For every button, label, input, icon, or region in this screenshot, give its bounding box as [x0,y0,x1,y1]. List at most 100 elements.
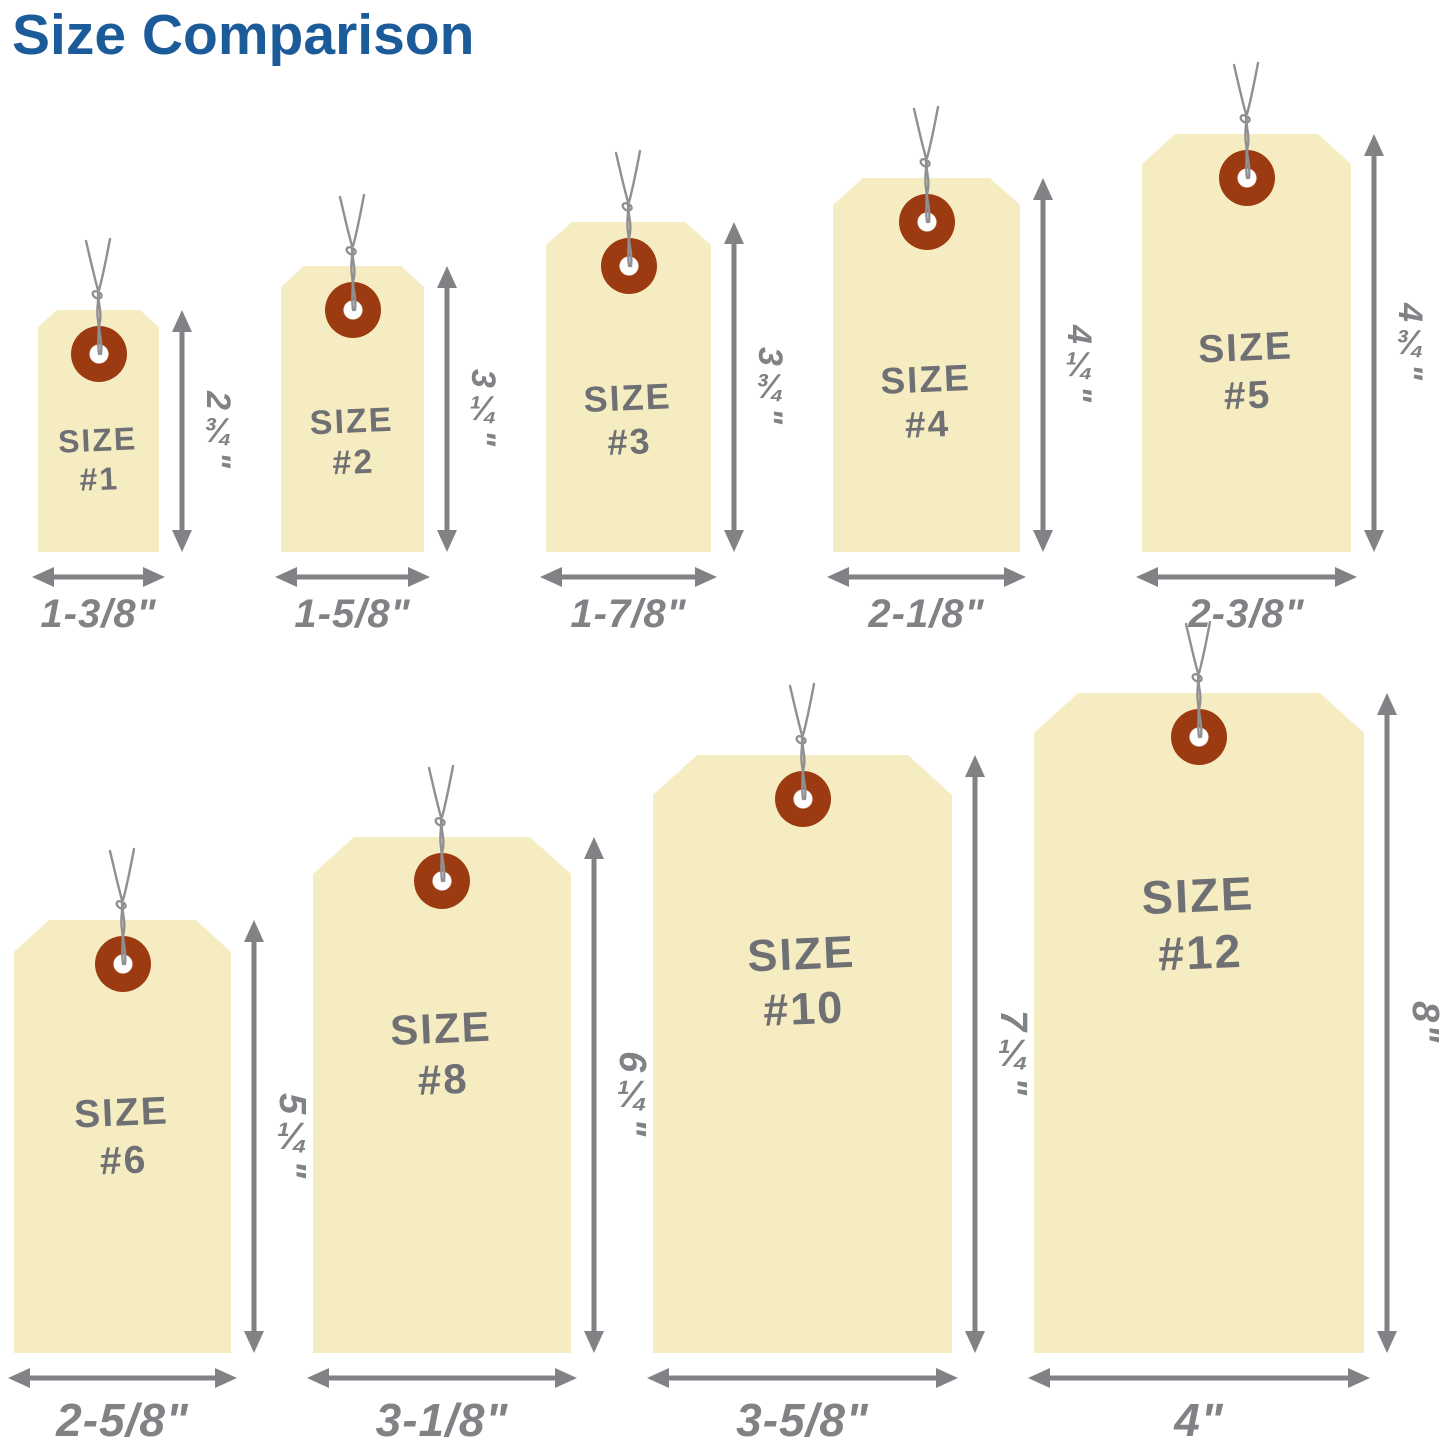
height-dimension: 5¼" [243,920,313,1353]
tag-paper-shape [14,920,231,1353]
tag-size-label: SIZE #10 [651,921,955,1044]
tag-paper-shape [1034,693,1364,1353]
tag-and-height-dimension: SIZE #4 4¼" [831,105,1098,552]
tag-unit-4: SIZE #4 4¼" 2-1/8" [831,105,1098,637]
height-arrow-icon [243,920,265,1353]
height-arrow-icon [583,837,605,1353]
height-dimension: 6¼" [583,837,653,1353]
shipping-tag: SIZE #4 [831,105,1022,552]
wire-tie-icon [427,764,455,883]
width-arrow-icon [827,566,1026,588]
shipping-tag: SIZE #3 [544,149,713,552]
height-arrow-icon [1363,134,1385,552]
width-arrow-icon [1028,1367,1370,1389]
tag-size-label: SIZE #6 [12,1084,233,1189]
width-label: 1-5/8" [294,592,411,636]
shipping-tag: SIZE #6 [12,847,233,1353]
width-arrow-icon [1136,566,1357,588]
height-label: 2¾" [199,391,237,471]
height-dimension: 4¾" [1363,134,1429,552]
shipping-tag: SIZE #1 [38,237,159,552]
height-arrow-icon [1376,693,1398,1353]
tag-size-number: #5 [1222,373,1273,419]
height-label: 4¼" [1060,325,1098,405]
tag-and-height-dimension: SIZE #3 3¾" [544,149,789,552]
tag-size-word: SIZE [57,420,138,460]
tag-unit-1: SIZE #1 2¾" 1-3/8" [38,237,237,637]
tag-size-number: #6 [98,1137,149,1183]
tag-row-top: SIZE #1 2¾" 1-3/8" [38,61,1429,637]
width-label: 1-7/8" [570,592,687,636]
height-arrow-icon [171,310,193,552]
width-arrow-icon [8,1367,237,1389]
tag-size-label: SIZE #3 [544,373,713,468]
width-label: 2-1/8" [868,592,985,636]
tag-unit-6: SIZE #6 5¼" 2-5/8" [12,847,313,1447]
tag-size-label: SIZE #2 [279,399,425,488]
tag-unit-2: SIZE #2 3¼" 1-5/8" [279,193,502,637]
tag-size-number: #3 [606,420,653,463]
shipping-tag: SIZE #2 [279,193,425,552]
tag-and-height-dimension: SIZE #1 2¾" [38,237,237,552]
tag-row-bottom: SIZE #6 5¼" 2-5/8" [12,620,1445,1447]
tag-size-label: SIZE #8 [311,997,573,1111]
tag-size-label: SIZE #12 [1032,860,1367,989]
width-label: 2-5/8" [56,1394,189,1446]
tag-and-height-dimension: SIZE #12 8" [1032,620,1445,1353]
width-arrow-icon [32,566,165,588]
tag-size-number: #4 [904,403,951,447]
tag-unit-3: SIZE #3 3¾" 1-7/8" [544,149,789,637]
width-arrow-icon [647,1367,958,1389]
height-arrow-icon [436,266,458,552]
tag-and-height-dimension: SIZE #6 5¼" [12,847,313,1353]
tag-unit-5: SIZE #5 4¾" 2-3/8" [1140,61,1429,637]
tag-and-height-dimension: SIZE #2 3¼" [279,193,502,552]
tag-size-word: SIZE [308,401,395,443]
tag-and-height-dimension: SIZE #10 7¼" [651,682,1034,1353]
page-title: Size Comparison [12,3,475,67]
height-arrow-icon [723,222,745,552]
wire-tie-icon [84,237,111,356]
width-arrow-icon [540,566,717,588]
tag-paper-shape [313,837,571,1353]
height-label: 4¾" [1391,303,1429,383]
height-arrow-icon [964,755,986,1353]
height-label: 7¼" [992,1010,1034,1098]
tag-paper-shape [653,755,952,1353]
tag-unit-12: SIZE #12 8" 4" [1032,620,1445,1447]
height-label: 5¼" [271,1092,313,1181]
tag-size-label: SIZE #5 [1140,320,1353,424]
tag-unit-8: SIZE #8 6¼" 3-1/8" [311,764,653,1447]
height-label: 3¼" [464,369,502,449]
height-arrow-icon [1032,178,1054,552]
shipping-tag: SIZE #10 [651,682,955,1353]
height-label: 6¼" [611,1051,653,1139]
width-label: 3-1/8" [375,1394,509,1446]
tag-unit-10: SIZE #10 7¼" 3-5/8" [651,682,1034,1447]
wire-tie-icon [788,682,815,801]
width-label: 3-5/8" [736,1394,869,1446]
tag-size-number: #8 [416,1054,470,1104]
width-label: 4" [1174,1394,1224,1446]
tag-size-number: #2 [331,443,376,484]
width-arrow-icon [275,566,430,588]
height-dimension: 4¼" [1032,178,1098,552]
height-label: 8" [1404,1001,1445,1045]
height-dimension: 3¾" [723,222,789,552]
wire-tie-icon [1184,620,1212,739]
wire-tie-icon [614,149,641,268]
height-label: 3¾" [751,347,789,427]
shipping-tag: SIZE #8 [311,764,573,1353]
wire-tie-icon [108,847,135,966]
height-dimension: 8" [1376,693,1445,1353]
height-dimension: 2¾" [171,310,237,552]
shipping-tag: SIZE #5 [1140,61,1353,552]
tag-size-label: SIZE #4 [831,353,1022,451]
tag-and-height-dimension: SIZE #8 6¼" [311,764,653,1353]
tag-size-number: #1 [78,460,120,498]
tag-size-word: SIZE [582,375,673,421]
wire-tie-icon [912,105,939,224]
wire-tie-icon [1232,61,1259,180]
height-dimension: 3¼" [436,266,502,552]
